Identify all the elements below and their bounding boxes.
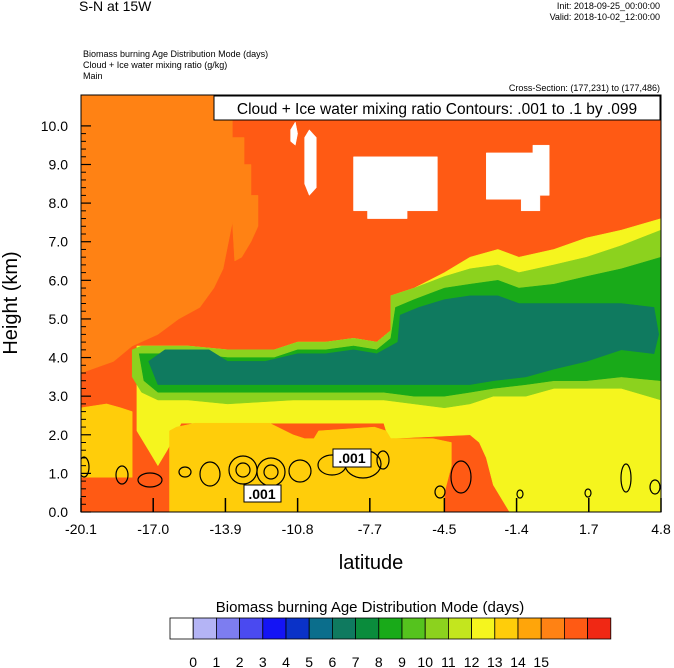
y-tick-label: 7.0	[49, 234, 69, 250]
field-description-3: Main	[83, 71, 103, 81]
colorbar-swatch	[447, 617, 472, 640]
contour-label-2: .001	[248, 486, 275, 502]
x-tick-label: -20.1	[65, 521, 97, 537]
colorbar-swatch	[262, 617, 287, 640]
colorbar-label: 15	[533, 654, 549, 668]
colorbar-label: 8	[375, 654, 383, 668]
x-axis-title: latitude	[339, 552, 404, 574]
colorbar-label: 6	[329, 654, 337, 668]
colorbar-swatch	[355, 617, 380, 640]
x-tick-label: -10.8	[282, 521, 314, 537]
colorbar-label: 11	[441, 654, 456, 668]
field-description-2: Cloud + Ice water mixing ratio (g/kg)	[83, 60, 228, 70]
y-tick-label: 6.0	[49, 272, 69, 288]
field-description-1: Biomass burning Age Distribution Mode (d…	[83, 49, 269, 59]
contour-line	[137, 472, 163, 488]
y-tick-label: 2.0	[49, 427, 69, 443]
contour-line	[178, 466, 192, 478]
colorbar-swatch	[285, 617, 310, 640]
region-value-0-9	[353, 156, 438, 219]
contour-line	[199, 461, 221, 487]
region-value-0-12	[290, 121, 298, 146]
x-tick-label: -1.4	[505, 521, 529, 537]
contour-line	[450, 460, 472, 494]
contour-line	[516, 489, 524, 499]
y-axis-title: Height (km)	[0, 251, 22, 354]
colorbar-swatch	[471, 617, 496, 640]
colorbar-swatch	[540, 617, 565, 640]
colorbar-label: 0	[189, 654, 197, 668]
contour-line	[115, 465, 129, 485]
colorbar-label: 3	[259, 654, 267, 668]
y-tick-label: 1.0	[49, 465, 69, 481]
contour-line	[288, 459, 312, 483]
valid-time-label: Valid: 2018-10-02_12:00:00	[549, 12, 660, 22]
colorbar-swatch	[424, 617, 449, 640]
contour-line	[263, 464, 279, 480]
cross-section-label: Cross-Section: (177,231) to (177,486)	[508, 83, 660, 93]
colorbar-title: Biomass burning Age Distribution Mode (d…	[216, 599, 524, 616]
region-value-7-8	[148, 295, 659, 385]
colorbar-swatch	[401, 617, 426, 640]
contour-line	[434, 485, 446, 499]
filled-contours	[81, 95, 661, 512]
colorbar-label: 4	[282, 654, 290, 668]
contour-line	[376, 450, 390, 470]
colorbar-swatch	[169, 617, 194, 640]
y-tick-label: 0.0	[49, 504, 69, 520]
y-tick-label: 10.0	[41, 118, 68, 134]
colorbar-label: 13	[487, 654, 503, 668]
region-value-0-10	[486, 144, 550, 212]
colorbar-swatch	[517, 617, 542, 640]
colorbar-swatch	[192, 617, 217, 640]
colorbar-swatch	[587, 617, 612, 640]
contour-line	[620, 463, 632, 493]
colorbar-label: 1	[213, 654, 221, 668]
contour-line	[235, 462, 251, 478]
region-value-13-2	[232, 137, 259, 262]
colorbar-label: 7	[352, 654, 360, 668]
colorbar-label: 10	[417, 654, 433, 668]
contour-line	[81, 456, 90, 478]
x-tick-label: -4.5	[432, 521, 456, 537]
plot-title: S-N at 15W	[79, 0, 152, 14]
y-tick-label: 8.0	[49, 195, 69, 211]
y-tick-label: 4.0	[49, 350, 69, 366]
y-tick-label: 3.0	[49, 388, 69, 404]
colorbar-swatch	[331, 617, 356, 640]
colorbar: 0 1 2 3 4 5 6 7 8 9 10 11 12 13 14 15	[169, 617, 612, 668]
colorbar-label: 9	[398, 654, 406, 668]
init-time-label: Init: 2018-09-25_00:00:00	[556, 1, 660, 11]
contour-line	[649, 479, 661, 495]
x-tick-label: -17.0	[137, 521, 169, 537]
region-value-13-1	[81, 95, 233, 374]
x-tick-label: -7.7	[358, 521, 382, 537]
x-tick-label: 1.7	[579, 521, 599, 537]
colorbar-swatch	[494, 617, 519, 640]
region-value-12-3	[81, 403, 133, 478]
colorbar-swatch	[239, 617, 264, 640]
colorbar-swatch	[215, 617, 240, 640]
region-value-0-11	[304, 129, 317, 196]
contour-label-1: .001	[338, 450, 365, 466]
colorbar-swatch	[564, 617, 589, 640]
y-tick-label: 9.0	[49, 157, 69, 173]
colorbar-swatch	[308, 617, 333, 640]
y-tick-label: 5.0	[49, 311, 69, 327]
x-axis: -20.1 -17.0 -13.9 -10.8 -7.7 -4.5 -1.4 1.7 4.8	[65, 498, 671, 537]
contour-line	[584, 488, 592, 498]
y-axis: 0.0 1.0 2.0 3.0 4.0 5.0 6.0 7.0 8.0 9.0 10.0	[41, 118, 91, 520]
colorbar-label: 5	[305, 654, 313, 668]
colorbar-label: 2	[236, 654, 244, 668]
x-tick-label: -13.9	[209, 521, 241, 537]
colorbar-swatch	[378, 617, 403, 640]
contour-title: Cloud + Ice water mixing ratio Contours:…	[237, 101, 637, 118]
colorbar-label: 12	[464, 654, 480, 668]
x-tick-label: 4.8	[651, 521, 671, 537]
colorbar-label: 14	[510, 654, 526, 668]
